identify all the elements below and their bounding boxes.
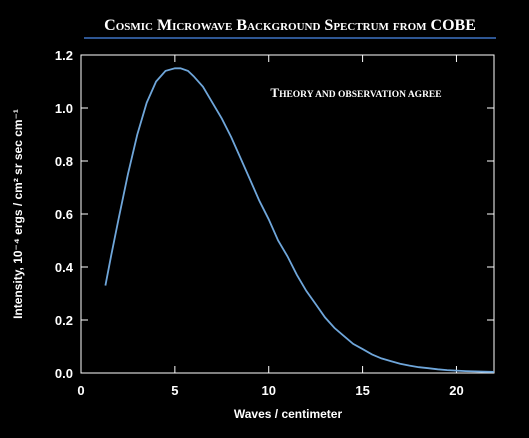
x-tick-label: 0	[77, 383, 84, 398]
y-axis-ticks: 0.0 0.2 0.4 0.6 0.8 1.0 1.2	[55, 48, 494, 381]
spectrum-curve	[104, 67, 495, 373]
y-tick-label: 0.4	[55, 260, 74, 275]
y-tick-label: 1.2	[55, 48, 73, 63]
y-tick-label: 0.0	[55, 366, 73, 381]
y-tick-label: 0.8	[55, 154, 73, 169]
y-axis-label: Intensity, 10⁻⁴ ergs / cm² sr sec cm⁻¹	[11, 109, 25, 319]
x-tick-label: 10	[261, 383, 275, 398]
y-tick-label: 0.2	[55, 313, 73, 328]
y-tick-label: 0.6	[55, 207, 73, 222]
x-axis-ticks: 0 5 10 15 20	[77, 55, 464, 398]
x-tick-label: 15	[355, 383, 369, 398]
x-tick-label: 5	[171, 383, 178, 398]
annotation-theory-observation: THEORY AND OBSERVATION AGREE	[270, 85, 441, 100]
x-axis-label: Waves / centimeter	[234, 407, 343, 421]
x-tick-label: 20	[449, 383, 463, 398]
chart-title: COSMIC MICROWAVE BACKGROUND SPECTRUM FRO…	[104, 17, 476, 34]
y-tick-label: 1.0	[55, 101, 73, 116]
